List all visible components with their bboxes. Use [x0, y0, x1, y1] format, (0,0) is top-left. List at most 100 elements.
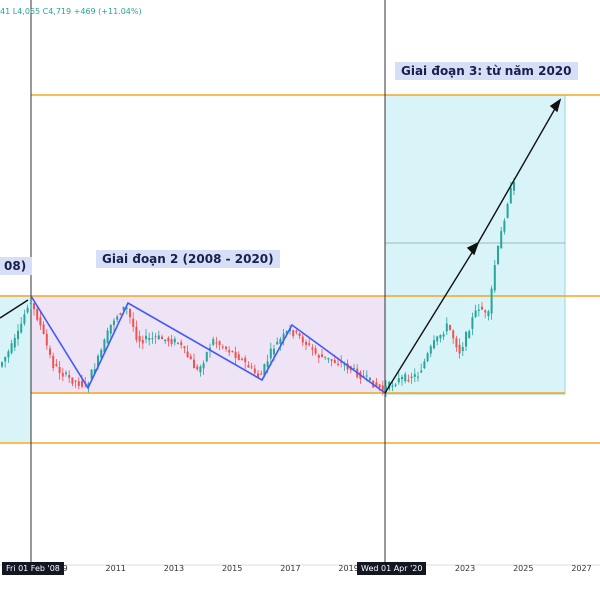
- candle-body-17: [55, 364, 58, 367]
- candle-body-42: [135, 326, 138, 340]
- candle-body-51: [164, 339, 167, 342]
- candle-body-91: [292, 330, 295, 337]
- candle-body-74: [237, 354, 240, 360]
- candle-body-154: [493, 265, 496, 291]
- candle-body-145: [465, 331, 467, 347]
- candle-body-140: [449, 325, 451, 330]
- candle-body-19: [61, 373, 64, 377]
- candle-body-102: [327, 357, 330, 360]
- x-tick-label-5: 2019: [338, 564, 358, 573]
- candle-body-160: [513, 181, 515, 191]
- candle-body-105: [337, 363, 339, 365]
- candle-body-23: [74, 380, 77, 382]
- candle-body-8: [26, 307, 29, 313]
- candle-body-39: [125, 307, 128, 309]
- candle-body-144: [461, 347, 464, 352]
- phase-1-label: 08): [0, 257, 33, 275]
- candle-body-122: [391, 385, 394, 387]
- candle-body-151: [484, 310, 487, 313]
- candles: [1, 177, 515, 397]
- candle-body-41: [132, 318, 135, 327]
- candle-body-89: [285, 331, 288, 335]
- candle-body-59: [189, 356, 192, 360]
- candle-body-45: [145, 335, 147, 340]
- candle-body-28: [90, 369, 93, 379]
- candle-body-132: [423, 361, 426, 369]
- crosshair-label-2020: Wed 01 Apr '20: [357, 562, 427, 575]
- x-tick-label-6: 2023: [455, 564, 475, 573]
- candle-body-50: [161, 336, 163, 340]
- candle-body-0: [1, 362, 3, 367]
- candle-body-158: [506, 203, 509, 218]
- candle-body-46: [148, 337, 151, 340]
- candle-body-30: [97, 355, 99, 367]
- candle-body-66: [212, 339, 215, 345]
- phase-1-zone: [0, 295, 31, 442]
- candle-body-12: [39, 317, 42, 326]
- candle-body-56: [180, 342, 183, 346]
- candle-body-58: [186, 351, 189, 358]
- candle-body-85: [273, 348, 275, 355]
- candle-body-79: [253, 368, 256, 374]
- candle-body-149: [477, 309, 480, 311]
- level-lines: [0, 94, 600, 444]
- candle-body-40: [129, 308, 131, 318]
- candle-body-49: [157, 335, 160, 340]
- candle-body-138: [442, 334, 445, 337]
- candle-body-104: [333, 360, 336, 364]
- candle-body-35: [113, 320, 115, 326]
- candle-body-68: [218, 341, 221, 346]
- candle-body-128: [410, 376, 413, 379]
- candle-body-155: [497, 245, 499, 264]
- x-tick-label-8: 2027: [571, 564, 591, 573]
- candle-body-100: [321, 354, 323, 357]
- candle-body-47: [151, 338, 154, 340]
- candle-body-60: [193, 359, 195, 369]
- candle-body-69: [221, 346, 224, 348]
- candle-body-37: [119, 313, 122, 315]
- candle-body-143: [458, 344, 461, 354]
- candle-body-131: [420, 370, 423, 373]
- candle-body-120: [385, 386, 387, 393]
- candle-body-114: [365, 375, 368, 377]
- x-tick-label-7: 2025: [513, 564, 533, 573]
- candle-body-67: [215, 342, 218, 344]
- phase-3-label: Giai đoạn 3: từ năm 2020: [395, 62, 578, 80]
- candle-body-153: [490, 288, 493, 314]
- phase-2-zone: [31, 296, 385, 394]
- trend-arrows: [0, 98, 562, 394]
- candle-body-44: [141, 340, 144, 344]
- x-tick-label-4: 2017: [280, 564, 300, 573]
- candle-body-78: [250, 366, 253, 368]
- candle-body-146: [468, 331, 471, 339]
- candle-body-2: [7, 351, 10, 358]
- candle-body-72: [231, 351, 234, 353]
- candle-body-9: [29, 302, 32, 305]
- candle-body-80: [257, 373, 259, 378]
- candle-body-83: [266, 361, 269, 368]
- candle-body-118: [378, 384, 381, 388]
- candle-body-87: [279, 338, 282, 344]
- candle-body-101: [324, 356, 327, 358]
- candle-body-20: [65, 372, 67, 374]
- candle-body-93: [298, 333, 301, 337]
- candle-body-55: [177, 342, 179, 344]
- candle-body-3: [10, 343, 13, 353]
- candle-body-99: [317, 355, 320, 358]
- candle-body-82: [263, 364, 266, 376]
- candle-body-95: [305, 341, 307, 345]
- candle-body-159: [509, 187, 512, 204]
- candle-body-129: [413, 374, 416, 377]
- candle-body-127: [407, 379, 410, 382]
- crosshair-label-2008: Fri 01 Feb '08: [2, 562, 64, 575]
- candle-body-13: [42, 324, 45, 334]
- candle-body-156: [500, 231, 503, 249]
- candle-body-147: [471, 317, 474, 329]
- candle-body-135: [433, 340, 435, 349]
- candle-body-148: [474, 310, 477, 318]
- candle-body-70: [225, 346, 227, 349]
- candle-body-62: [199, 366, 202, 373]
- candle-body-24: [77, 381, 80, 386]
- candle-body-136: [436, 336, 439, 342]
